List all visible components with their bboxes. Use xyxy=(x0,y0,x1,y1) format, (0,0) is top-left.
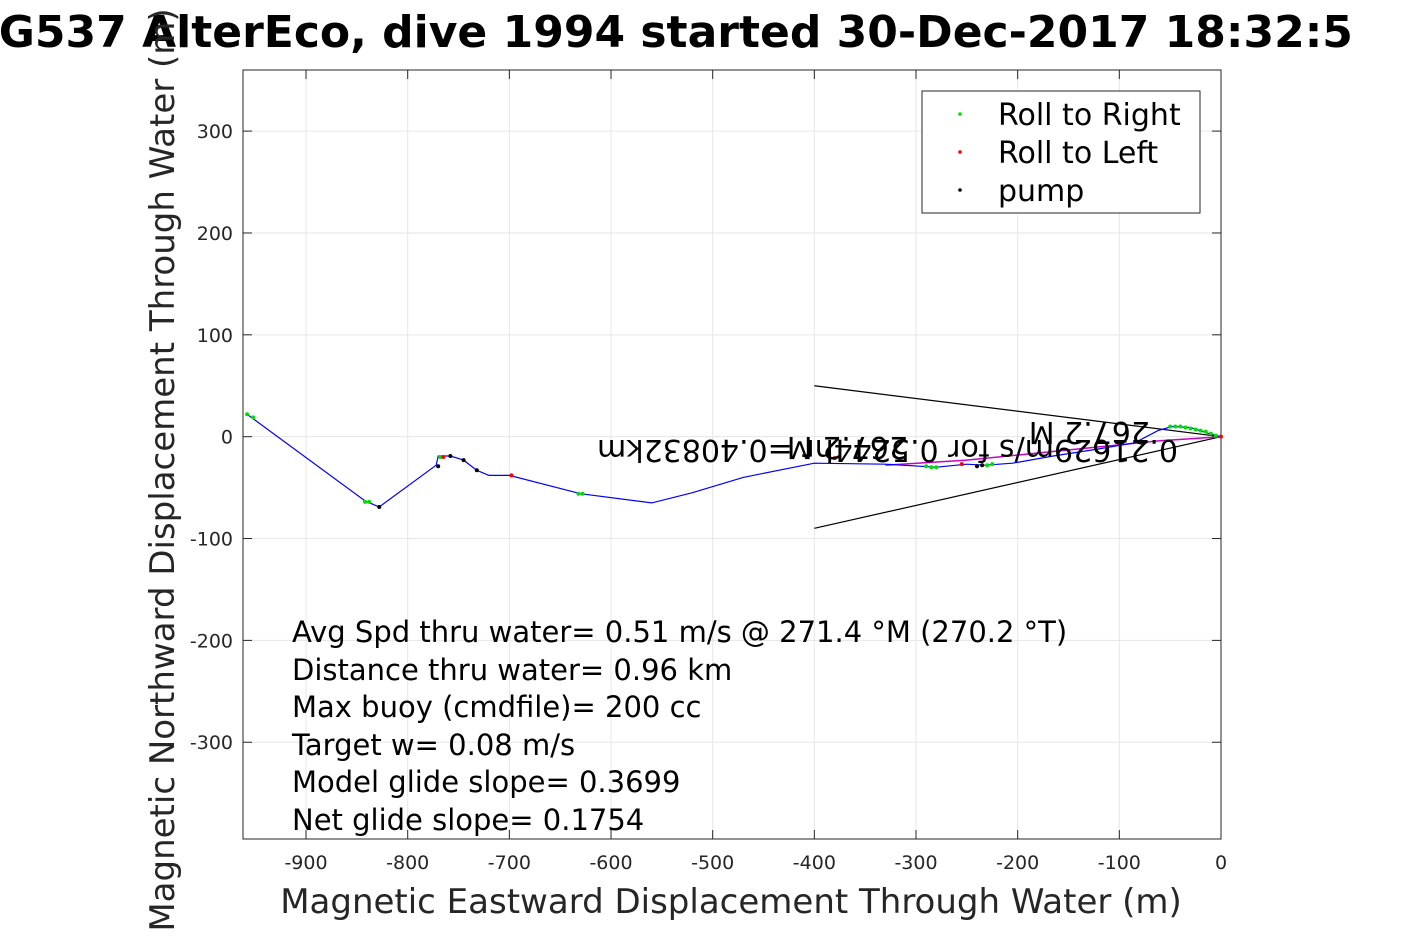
legend-box xyxy=(921,90,1201,214)
legend-marker-roll-right xyxy=(958,112,962,116)
roll-left-point xyxy=(509,473,514,478)
roll-left-point xyxy=(832,456,837,461)
roll-right-point xyxy=(367,499,372,504)
pump-point xyxy=(474,468,479,473)
legend-label-roll-left: Roll to Left xyxy=(998,136,1158,171)
x-axis-ticks: -900 -800 -700 -600 -500 -400 -300 -200 -100 0 xyxy=(284,70,1227,874)
y-tick-label: 100 xyxy=(197,325,233,347)
roll-right-point xyxy=(934,465,939,470)
y-tick-label: 200 xyxy=(197,223,233,245)
pump-point xyxy=(461,458,466,463)
x-tick-label: -800 xyxy=(386,852,429,874)
legend-marker-roll-left xyxy=(958,150,962,154)
dive-statistics: Avg Spd thru water= 0.51 m/s @ 271.4 °M … xyxy=(291,615,1067,837)
roll-right-point xyxy=(924,464,929,469)
model-track-line xyxy=(885,435,1222,466)
stat-net-glide-slope: Net glide slope= 0.1754 xyxy=(292,803,644,837)
chart-title: SG537 AlterEco, dive 1994 started 30-Dec… xyxy=(0,7,1353,58)
roll-right-point xyxy=(1178,424,1183,429)
roll-right-point xyxy=(1193,427,1198,432)
roll-right-point xyxy=(1203,429,1208,434)
roll-right-point xyxy=(580,491,585,496)
pump-point xyxy=(448,454,453,459)
x-axis-label: Magnetic Eastward Displacement Through W… xyxy=(280,882,1182,922)
roll-right-point xyxy=(1188,426,1193,431)
heading-annotation-2: 267.2 M xyxy=(1029,414,1150,449)
roll-right-point xyxy=(1208,431,1213,436)
speed-annotation: 0.21629m/s for 0.5244hr =0.40832km xyxy=(597,432,1178,467)
y-tick-label: -300 xyxy=(190,732,233,754)
roll-right-point xyxy=(1168,424,1173,429)
roll-right-point xyxy=(362,499,367,504)
x-tick-label: -100 xyxy=(1098,852,1141,874)
roll-right-point xyxy=(1183,425,1188,430)
y-tick-label: 300 xyxy=(197,121,233,143)
stat-max-buoy: Max buoy (cmdfile)= 200 cc xyxy=(292,690,701,724)
roll-right-point xyxy=(576,491,581,496)
y-tick-label: -100 xyxy=(190,529,233,551)
stat-distance: Distance thru water= 0.96 km xyxy=(292,653,732,687)
y-tick-label: -200 xyxy=(190,630,233,652)
vector-lines xyxy=(814,385,1222,529)
roll-left-point xyxy=(1219,434,1223,439)
plot-area-frame xyxy=(242,69,1222,840)
x-tick-label: -500 xyxy=(691,852,734,874)
heading-annotation-1: 267.2 M xyxy=(787,429,908,464)
roll-right-point xyxy=(929,465,934,470)
stat-target-w: Target w= 0.08 m/s xyxy=(291,728,575,762)
x-tick-label: -200 xyxy=(996,852,1039,874)
rotated-annotations: 0.21629m/s for 0.5244hr =0.40832km 267.2… xyxy=(597,414,1178,467)
stat-model-glide-slope: Model glide slope= 0.3699 xyxy=(292,765,680,799)
roll-right-point xyxy=(245,412,250,417)
stat-avg-speed: Avg Spd thru water= 0.51 m/s @ 271.4 °M … xyxy=(292,615,1067,649)
x-tick-label: -900 xyxy=(284,852,327,874)
x-tick-label: -300 xyxy=(894,852,937,874)
x-tick-label: 0 xyxy=(1215,852,1227,874)
roll-right-point xyxy=(985,463,990,468)
legend-marker-pump xyxy=(958,188,962,192)
pump-point xyxy=(377,504,382,509)
roll-right-point xyxy=(990,462,995,467)
pump-point xyxy=(980,463,985,468)
marker-points xyxy=(245,412,1223,509)
roll-right-point xyxy=(1173,424,1178,429)
pump-point xyxy=(436,464,441,469)
legend-label-roll-right: Roll to Right xyxy=(998,98,1181,133)
legend: Roll to Right Roll to Left pump xyxy=(921,90,1201,214)
x-tick-label: -600 xyxy=(589,852,632,874)
vector-line xyxy=(814,436,1222,529)
roll-right-point xyxy=(1213,433,1218,438)
roll-right-point xyxy=(251,415,256,420)
x-tick-label: -700 xyxy=(488,852,531,874)
roll-right-point xyxy=(1198,428,1203,433)
x-tick-label: -400 xyxy=(793,852,836,874)
roll-left-point xyxy=(959,462,964,467)
pump-point xyxy=(975,464,980,469)
y-tick-label: 0 xyxy=(221,427,233,449)
vector-line xyxy=(814,385,1222,438)
roll-left-point xyxy=(441,455,446,460)
legend-label-pump: pump xyxy=(998,174,1084,209)
y-axis-ticks: 300 200 100 0 -100 -200 -300 xyxy=(190,121,1221,754)
y-axis-label: Magnetic Northward Displacement Through … xyxy=(143,8,183,931)
roll-right-point xyxy=(438,455,443,460)
